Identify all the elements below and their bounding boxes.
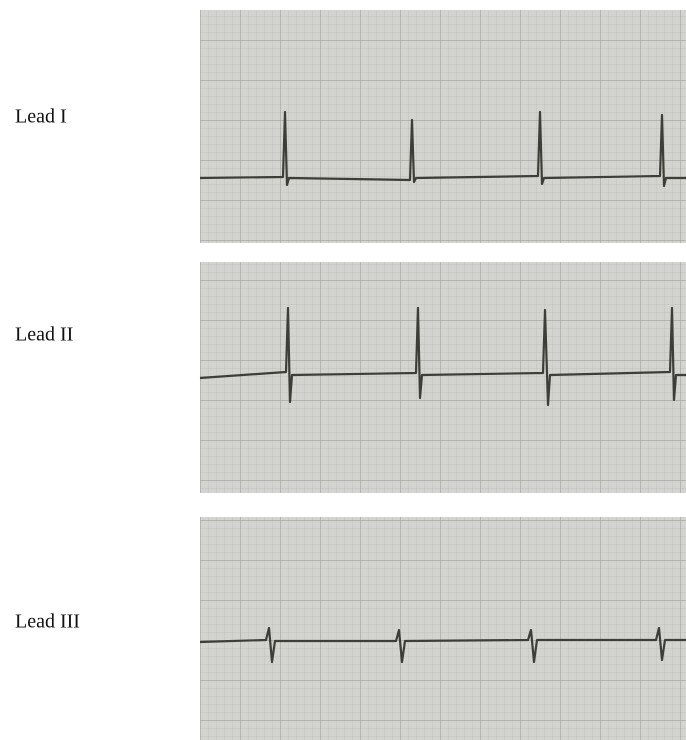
lead-label: Lead III	[15, 611, 80, 633]
ecg-strip	[200, 10, 686, 243]
lead-iii-panel: Lead III	[15, 517, 686, 740]
lead-ii-panel: Lead II	[15, 262, 686, 493]
lead-label: Lead II	[15, 324, 73, 346]
lead-label: Lead I	[15, 106, 67, 128]
lead-i-panel: Lead I	[15, 10, 686, 243]
ecg-strip	[200, 517, 686, 740]
figure: Lead I Lead II Lead III	[0, 0, 686, 740]
ecg-strip	[200, 262, 686, 493]
